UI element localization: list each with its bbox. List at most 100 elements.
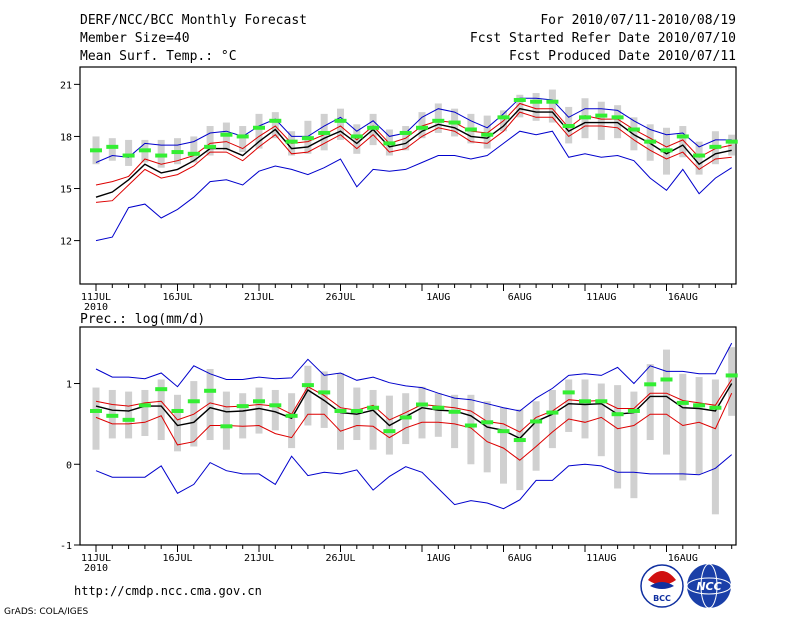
source-url[interactable]: http://cmdp.ncc.cma.gov.cn <box>74 584 262 598</box>
temp-box-31 <box>597 101 605 140</box>
bcc-logo: BCC <box>640 564 684 608</box>
temp-median-39 <box>725 139 738 144</box>
temp-median-35 <box>660 148 673 153</box>
temp-median-13 <box>301 136 314 141</box>
temp-median-5 <box>171 150 184 155</box>
prec-box-21 <box>434 393 442 437</box>
ncc-logo: NCC <box>686 563 732 609</box>
temp-median-38 <box>709 144 722 149</box>
prec-box-33 <box>630 391 638 499</box>
temp-box-32 <box>614 105 622 139</box>
prec-median-11 <box>269 403 282 408</box>
temp-median-30 <box>579 115 591 120</box>
prec-median-27 <box>530 419 543 424</box>
grads-credit: GrADS: COLA/IGES <box>4 607 88 617</box>
temp-box-10 <box>255 113 263 149</box>
prec-median-1 <box>106 413 119 418</box>
temp-median-4 <box>155 153 168 158</box>
prec-box-22 <box>451 394 459 449</box>
prec-y-tick-label: 1 <box>66 380 72 391</box>
forecast-start-date-label: Fcst Started Refer Date 2010/07/10 <box>470 31 736 46</box>
prec-line-mean-plus-sd <box>95 379 733 433</box>
prec-box-34 <box>646 364 654 441</box>
temp-box-15 <box>337 108 344 140</box>
temp-median-22 <box>448 120 461 125</box>
prec-box-8 <box>222 391 230 450</box>
prec-median-9 <box>236 404 249 409</box>
temp-x-tick-label: 26JUL <box>325 292 355 303</box>
precipitation-medians <box>90 373 738 443</box>
temp-box-21 <box>434 103 442 133</box>
prec-x-tick-label: 6AUG <box>508 553 532 564</box>
temp-box-36 <box>679 126 687 158</box>
prec-median-25 <box>497 429 510 434</box>
forecast-period-label: For 2010/07/11-2010/08/19 <box>540 13 736 28</box>
prec-median-35 <box>660 377 673 382</box>
temp-box-20 <box>418 112 426 139</box>
temp-median-12 <box>285 139 298 144</box>
temp-median-11 <box>269 118 282 123</box>
prec-median-13 <box>301 383 314 388</box>
temp-median-28 <box>546 99 559 104</box>
prec-median-33 <box>627 408 640 413</box>
prec-median-12 <box>285 413 298 418</box>
prec-box-5 <box>174 394 181 452</box>
temperature-y-axis: 12 15 18 21 <box>60 80 80 248</box>
prec-median-21 <box>432 405 445 410</box>
prec-box-31 <box>597 383 605 457</box>
prec-box-2 <box>125 391 133 439</box>
member-size-label: Member Size=40 <box>80 31 190 46</box>
prec-box-4 <box>157 379 165 441</box>
temp-median-26 <box>513 97 526 102</box>
ncc-logo-latitude <box>686 577 732 595</box>
prec-x-tick-label: 26JUL <box>325 553 355 564</box>
prec-y-tick-label: 0 <box>66 460 72 471</box>
temp-median-37 <box>693 153 706 158</box>
prec-median-26 <box>513 438 526 443</box>
prec-box-25 <box>500 407 507 484</box>
prec-box-0 <box>92 387 100 450</box>
prec-median-29 <box>562 390 575 395</box>
prec-median-34 <box>644 382 657 387</box>
prec-box-35 <box>663 349 670 455</box>
prec-line-min <box>95 454 733 510</box>
temp-x-tick-label: 16JUL <box>162 292 192 303</box>
prec-box-36 <box>679 373 687 481</box>
prec-box-24 <box>483 401 491 473</box>
prec-median-23 <box>464 423 477 428</box>
prec-box-30 <box>581 379 589 439</box>
temp-x-tick-label: 11JUL <box>81 292 111 303</box>
prec-median-20 <box>416 402 428 407</box>
prec-x-tick-label: 16JUL <box>162 553 192 564</box>
temperature-lines <box>95 97 732 242</box>
precipitation-x-axis: 11JUL 16JUL 21JUL 26JUL 1AUG 6AUG 11AUG 16AUG 20… <box>81 545 733 574</box>
prec-median-31 <box>595 399 608 404</box>
prec-median-30 <box>579 399 591 404</box>
prec-x-tick-year: 2010 <box>84 563 108 574</box>
temp-median-25 <box>497 115 510 120</box>
temp-box-16 <box>353 124 361 154</box>
temp-y-tick-label: 21 <box>60 80 72 91</box>
temp-box-28 <box>548 89 556 123</box>
temp-median-34 <box>644 139 657 144</box>
temp-box-2 <box>125 139 133 166</box>
bcc-logo-swirl-blue <box>650 582 674 589</box>
temp-line-mean-plus-sd <box>95 102 732 186</box>
temp-median-33 <box>627 127 640 132</box>
prec-line-mean <box>95 383 733 440</box>
temp-y-tick-label: 15 <box>60 185 72 196</box>
figure-title: DERF/NCC/BCC Monthly Forecast <box>80 13 307 28</box>
temp-median-23 <box>464 127 477 132</box>
temp-box-1 <box>108 138 116 161</box>
prec-median-14 <box>318 390 331 395</box>
precipitation-panel: -1 0 1 11JUL 16JUL 21JUL 26JUL 1AUG 6AUG 11AUG 16… <box>60 326 738 574</box>
temp-median-0 <box>90 148 102 153</box>
prec-box-10 <box>255 387 263 434</box>
temp-median-9 <box>236 134 249 139</box>
prec-box-23 <box>467 394 475 465</box>
prec-median-0 <box>90 408 102 413</box>
prec-median-19 <box>399 415 412 420</box>
prec-box-26 <box>516 409 524 491</box>
precipitation-y-axis: -1 0 1 <box>60 380 80 552</box>
temp-line-mean-minus-sd <box>95 111 732 203</box>
